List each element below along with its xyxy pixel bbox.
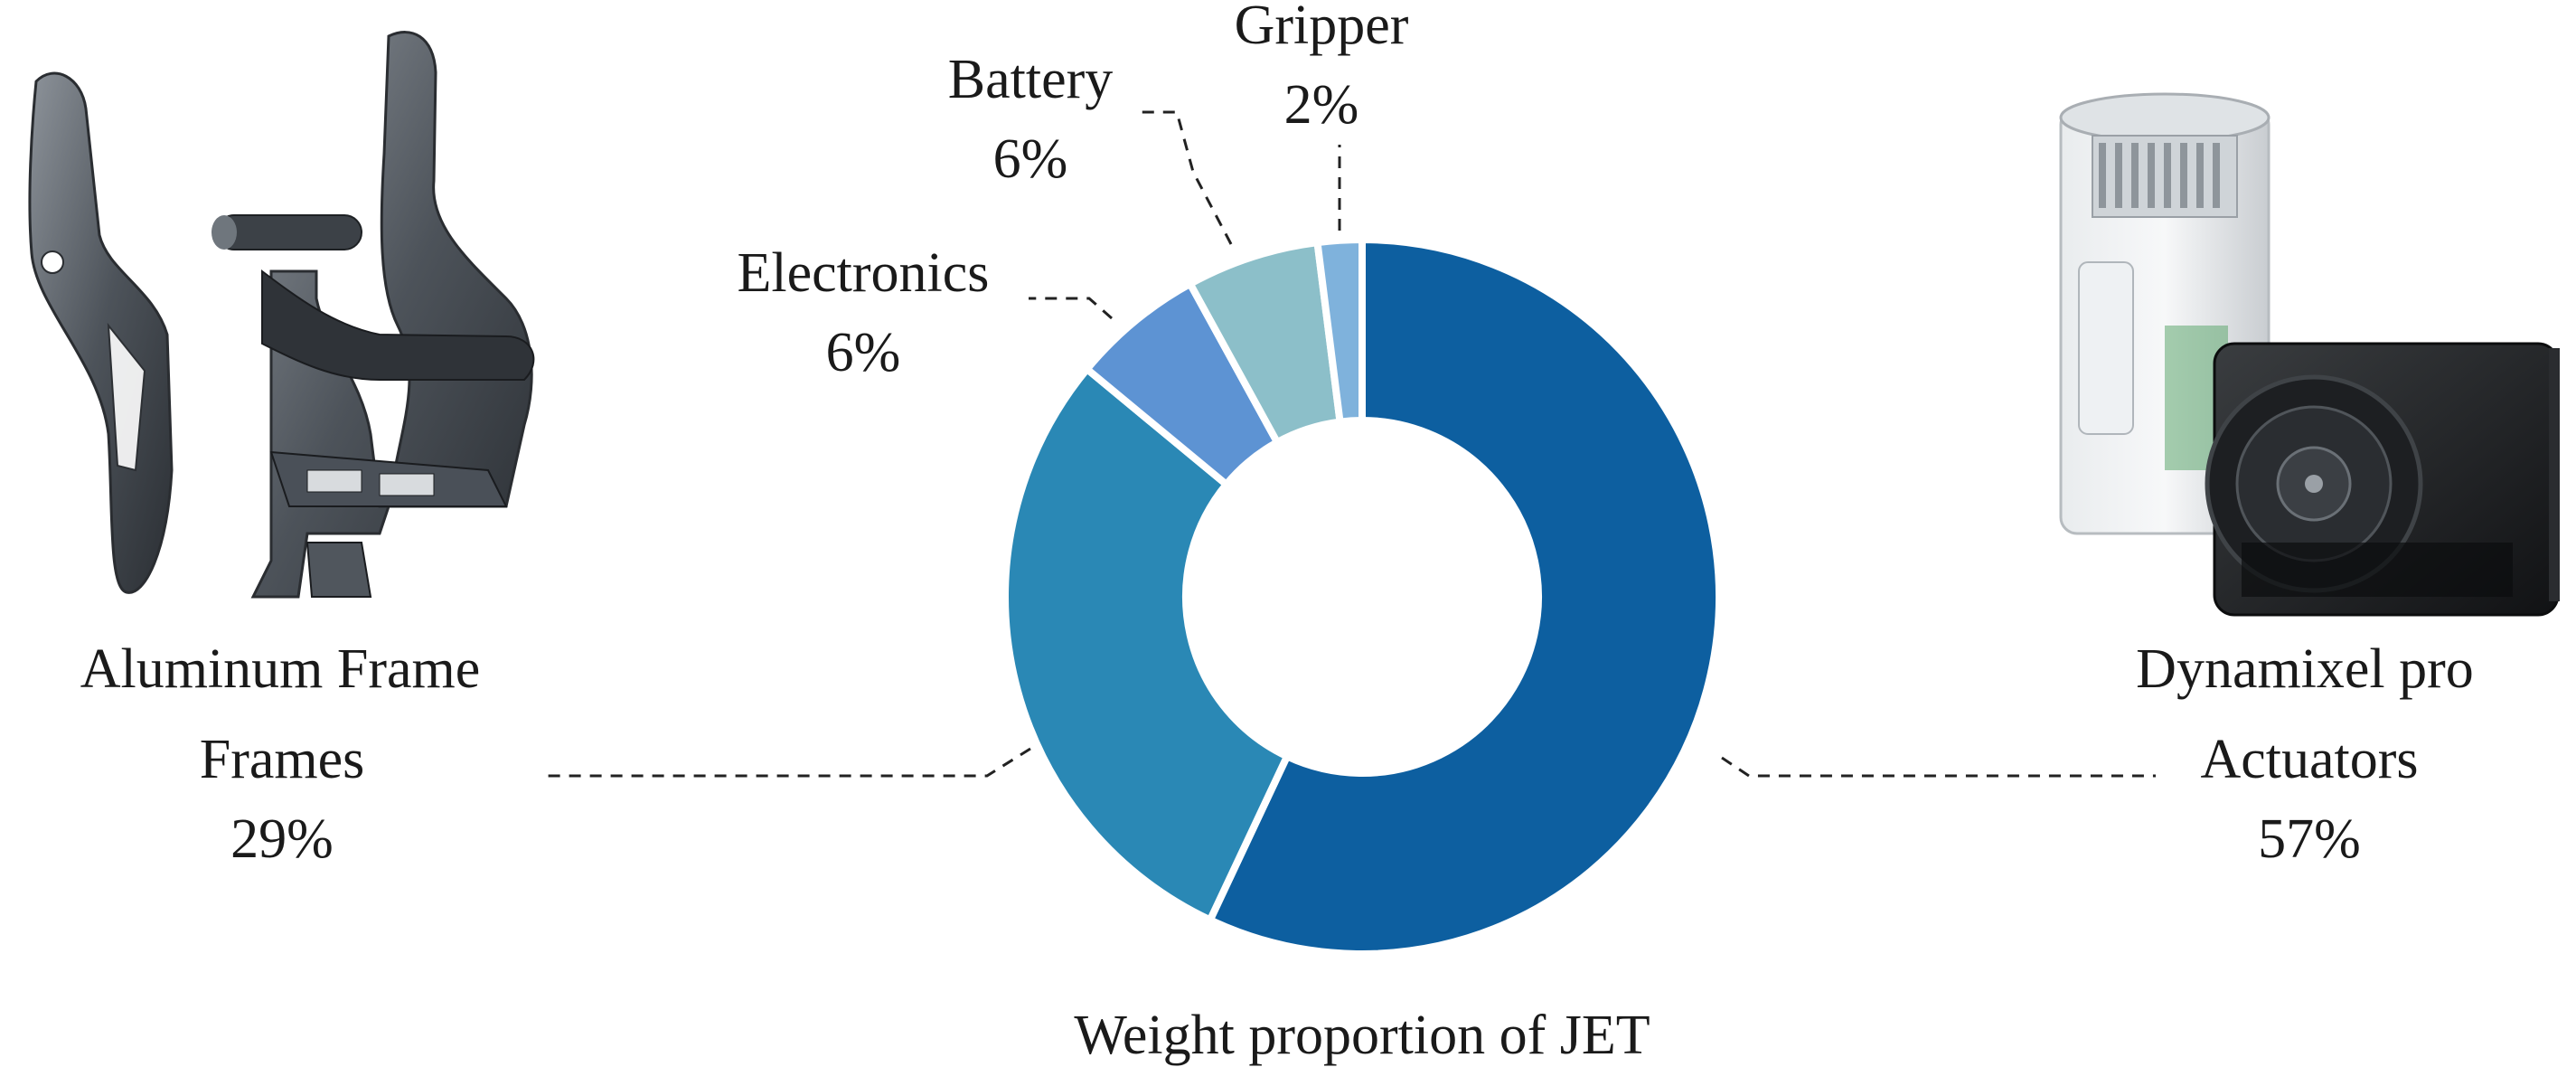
category-label-frames: Frames [200,729,365,790]
value-label-actuators: 57% [2258,808,2361,870]
leader-battery [1139,110,1233,245]
aluminum-frame-caption: Aluminum Frame [80,638,481,700]
leader-lines [542,110,2156,778]
value-label-electronics: 6% [826,322,901,383]
value-label-frames: 29% [230,808,334,870]
slice-gripper [1313,236,1366,426]
servo-actuator-illustration [2059,92,2560,617]
chart-title: Weight proportion of JET [1074,1005,1650,1066]
slice-labels: Actuators57%Frames29%Electronics6%Batter… [200,0,2419,870]
dynamixel-pro-caption: Dynamixel pro [2136,638,2474,700]
leader-actuators [1721,756,2156,778]
category-label-battery: Battery [948,49,1114,110]
leader-frames [542,747,1031,778]
slice-actuators [1206,236,1723,958]
category-label-electronics: Electronics [738,242,990,304]
donut-chart [1001,236,1723,958]
value-label-gripper: 2% [1284,74,1359,136]
leader-electronics [1029,297,1113,320]
aluminum-frame-illustration [28,31,535,599]
slice-frames [1001,365,1291,924]
category-label-actuators: Actuators [2200,729,2418,790]
category-label-gripper: Gripper [1235,0,1409,56]
value-label-battery: 6% [993,128,1068,190]
